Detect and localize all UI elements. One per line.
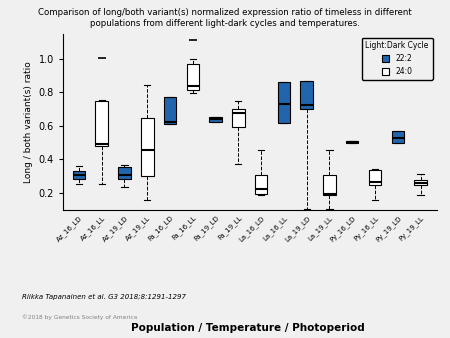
PathPatch shape xyxy=(95,101,108,146)
PathPatch shape xyxy=(73,171,85,178)
PathPatch shape xyxy=(187,64,199,90)
PathPatch shape xyxy=(278,82,290,122)
Legend: 22:2, 24:0: 22:2, 24:0 xyxy=(362,38,433,80)
PathPatch shape xyxy=(232,109,245,127)
PathPatch shape xyxy=(346,141,359,143)
Text: ©2018 by Genetics Society of America: ©2018 by Genetics Society of America xyxy=(22,315,138,320)
PathPatch shape xyxy=(323,175,336,195)
PathPatch shape xyxy=(301,81,313,109)
PathPatch shape xyxy=(392,131,404,143)
PathPatch shape xyxy=(141,118,153,176)
PathPatch shape xyxy=(164,97,176,124)
Y-axis label: Long / both variant(s) ratio: Long / both variant(s) ratio xyxy=(24,61,33,183)
Text: Comparison of long/both variant(s) normalized expression ratio of timeless in di: Comparison of long/both variant(s) norma… xyxy=(38,8,412,28)
PathPatch shape xyxy=(369,170,381,185)
Text: Population / Temperature / Photoperiod: Population / Temperature / Photoperiod xyxy=(130,323,364,333)
PathPatch shape xyxy=(255,175,267,194)
Text: Riikka Tapanainen et al. G3 2018;8:1291-1297: Riikka Tapanainen et al. G3 2018;8:1291-… xyxy=(22,294,186,300)
PathPatch shape xyxy=(209,117,222,122)
PathPatch shape xyxy=(414,180,427,185)
PathPatch shape xyxy=(118,167,131,178)
